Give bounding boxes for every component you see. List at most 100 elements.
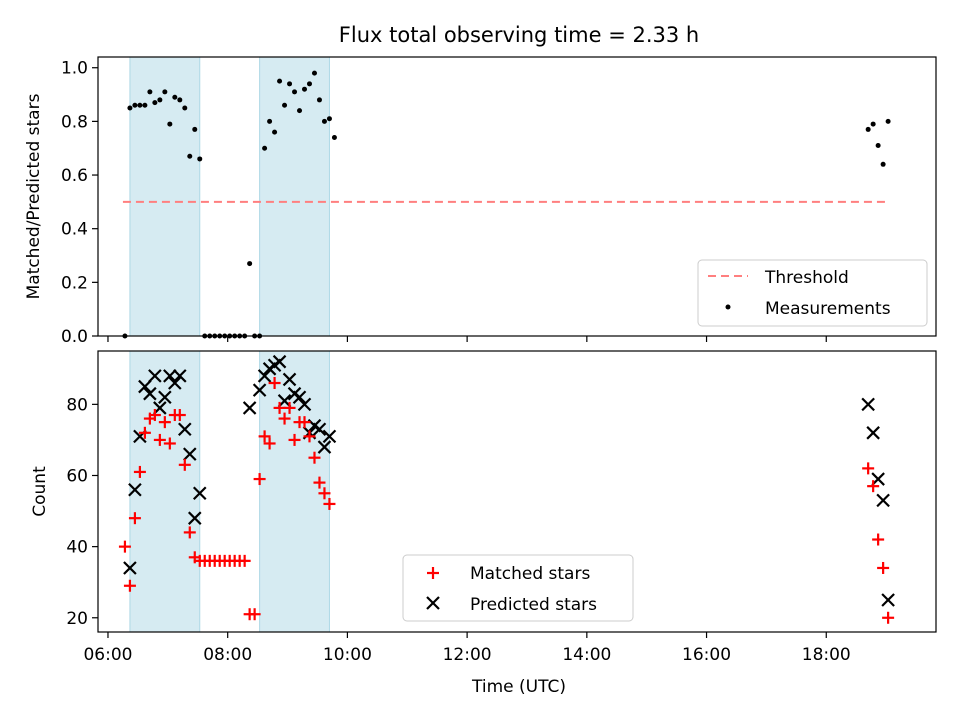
matched-point (158, 416, 171, 429)
measurement-point (880, 161, 886, 167)
predicted-point (257, 369, 272, 383)
bottom-ytick-label: 20 (66, 609, 88, 629)
measurement-point (192, 126, 198, 132)
legend-predicted-swatch (426, 596, 440, 610)
predicted-point (242, 401, 257, 415)
bottom-legend-box (402, 554, 634, 622)
measurement-point (331, 134, 337, 140)
bottom-xtick-label: 12:00 (443, 645, 492, 665)
top-ytick-label: 0.0 (61, 327, 88, 347)
matched-point (153, 433, 166, 446)
matched-point (877, 561, 890, 574)
matched-point (278, 412, 291, 425)
predicted-point (187, 511, 202, 525)
predicted-point (158, 390, 172, 405)
predicted-point (292, 390, 307, 405)
legend-matched-swatch (427, 567, 439, 579)
matched-point (318, 487, 331, 500)
matched-point (238, 554, 251, 567)
top-ytick-label: 1.0 (61, 59, 88, 79)
measurement-point (287, 81, 293, 87)
matched-point (148, 409, 161, 422)
matched-point (263, 437, 276, 450)
predicted-point (183, 447, 197, 461)
predicted-point (876, 493, 890, 508)
measurement-point (197, 156, 203, 162)
bottom-xtick-label: 06:00 (83, 645, 132, 665)
top-axes-frame (97, 56, 937, 337)
bottom-legend: Matched stars Predicted stars (402, 554, 634, 622)
matched-point (183, 526, 196, 539)
measurement-point (282, 102, 288, 108)
predicted-point (163, 369, 177, 383)
top-ytick-label: 0.4 (61, 220, 88, 240)
matched-point (303, 430, 316, 443)
measurement-point (865, 126, 871, 132)
matched-point (133, 465, 146, 478)
measurement-point (137, 102, 143, 108)
matched-point (288, 433, 301, 446)
matched-point (118, 540, 131, 553)
predicted-point (128, 482, 142, 497)
matched-point (283, 401, 296, 414)
predicted-point (322, 429, 337, 444)
matched-point (248, 608, 261, 621)
top-panel: 0.0 0.2 0.4 0.6 0.8 1.0 Matched/Predicted sta… (24, 56, 937, 347)
measurement-point (247, 261, 253, 267)
predicted-point (282, 372, 297, 387)
matched-point (268, 377, 281, 390)
top-legend-box (697, 259, 928, 327)
bottom-xtick-label: 08:00 (203, 645, 252, 665)
measurement-point (147, 89, 153, 95)
top-ytick-label: 0.6 (61, 166, 88, 186)
top-ylabel: Matched/Predicted stars (24, 93, 44, 299)
matched-point (298, 416, 311, 429)
predicted-point (881, 593, 895, 607)
bottom-ytick-label: 40 (66, 538, 88, 558)
predicted-point (272, 354, 287, 369)
measurement-point (306, 81, 312, 87)
top-observing-window-2 (259, 56, 330, 337)
measurement-point (187, 153, 193, 159)
predicted-point (178, 422, 192, 437)
top-observing-window-1 (129, 56, 201, 337)
predicted-point (861, 397, 875, 412)
measurement-point (292, 89, 298, 95)
predicted-point (317, 440, 332, 454)
predicted-point (138, 379, 152, 394)
matched-point (872, 533, 885, 546)
measurement-point (277, 78, 283, 84)
measurement-point (326, 116, 332, 122)
measurement-point (316, 97, 322, 103)
measurement-point (167, 121, 173, 127)
measurement-point (297, 108, 303, 114)
measurement-point (172, 94, 178, 100)
measurement-point (262, 145, 268, 151)
chart-title: Flux total observing time = 2.33 h (339, 23, 699, 47)
matched-point (138, 426, 151, 439)
measurement-point (162, 89, 168, 95)
measurement-point (302, 86, 308, 92)
measurement-point (152, 100, 158, 106)
bottom-axes-frame (97, 350, 937, 633)
bottom-panel: 20 40 60 80 06:00 08:00 10:00 12:00 14:00 16:00 18… (30, 350, 937, 697)
predicted-point (252, 383, 267, 397)
matched-point (258, 430, 271, 443)
matched-point (308, 451, 321, 464)
legend-matched-label: Matched stars (470, 564, 590, 584)
measurement-point (885, 118, 891, 124)
top-ytick-label: 0.8 (61, 112, 88, 132)
matched-point (862, 462, 875, 475)
measurement-point (132, 102, 138, 108)
bottom-observing-window-1 (129, 350, 201, 633)
bottom-xlabel: Time (UTC) (471, 677, 566, 697)
measurement-point (157, 97, 163, 103)
predicted-point (312, 422, 327, 437)
measurement-point (875, 143, 881, 149)
matched-point (323, 497, 336, 510)
legend-predicted-label: Predicted stars (470, 595, 597, 615)
bottom-ytick-label: 80 (66, 395, 88, 415)
top-legend: Threshold Measurements (697, 259, 928, 327)
top-ytick-label: 0.2 (61, 273, 88, 293)
legend-threshold-label: Threshold (764, 268, 849, 288)
